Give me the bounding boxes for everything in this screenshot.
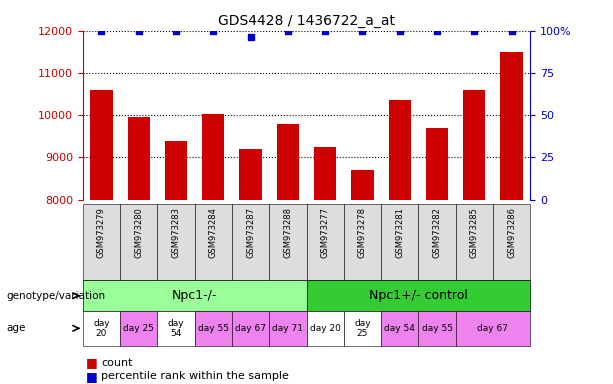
Text: day 67: day 67 <box>478 324 508 333</box>
Text: GSM973285: GSM973285 <box>470 207 479 258</box>
Point <box>171 28 181 34</box>
FancyBboxPatch shape <box>344 204 381 280</box>
Text: day 55: day 55 <box>198 324 229 333</box>
Point <box>432 28 442 34</box>
FancyBboxPatch shape <box>306 280 530 311</box>
Text: GSM973286: GSM973286 <box>507 207 516 258</box>
Text: day
25: day 25 <box>354 319 371 338</box>
FancyBboxPatch shape <box>306 204 344 280</box>
Point <box>507 28 517 34</box>
Point <box>470 28 479 34</box>
FancyBboxPatch shape <box>455 311 530 346</box>
FancyBboxPatch shape <box>269 311 306 346</box>
FancyBboxPatch shape <box>381 204 418 280</box>
FancyBboxPatch shape <box>418 311 455 346</box>
Text: ■: ■ <box>86 356 97 369</box>
Bar <box>351 170 374 200</box>
Text: GSM973284: GSM973284 <box>209 207 218 258</box>
Text: day 54: day 54 <box>384 324 415 333</box>
Bar <box>426 128 448 200</box>
Bar <box>389 101 411 200</box>
FancyBboxPatch shape <box>306 311 344 346</box>
Text: GSM973288: GSM973288 <box>283 207 292 258</box>
FancyBboxPatch shape <box>493 204 530 280</box>
Bar <box>90 90 113 200</box>
FancyBboxPatch shape <box>120 311 158 346</box>
Bar <box>128 118 150 200</box>
Point <box>357 28 367 34</box>
Bar <box>463 90 485 200</box>
Text: count: count <box>101 358 132 368</box>
FancyBboxPatch shape <box>83 204 120 280</box>
FancyBboxPatch shape <box>455 204 493 280</box>
Text: day
20: day 20 <box>93 319 110 338</box>
Text: day 25: day 25 <box>123 324 154 333</box>
Text: percentile rank within the sample: percentile rank within the sample <box>101 371 289 381</box>
Text: GSM973278: GSM973278 <box>358 207 367 258</box>
Text: genotype/variation: genotype/variation <box>6 291 105 301</box>
FancyBboxPatch shape <box>344 311 381 346</box>
FancyBboxPatch shape <box>158 311 195 346</box>
FancyBboxPatch shape <box>269 204 306 280</box>
Point <box>96 28 106 34</box>
FancyBboxPatch shape <box>381 311 418 346</box>
Text: ■: ■ <box>86 370 97 383</box>
Point <box>283 28 293 34</box>
Text: day 67: day 67 <box>235 324 266 333</box>
Bar <box>500 52 523 200</box>
Bar <box>165 141 187 200</box>
Point <box>320 28 330 34</box>
Text: day 71: day 71 <box>272 324 303 333</box>
Text: Npc1+/- control: Npc1+/- control <box>369 289 468 302</box>
Text: GSM973283: GSM973283 <box>172 207 180 258</box>
FancyBboxPatch shape <box>120 204 158 280</box>
FancyBboxPatch shape <box>195 204 232 280</box>
FancyBboxPatch shape <box>418 204 455 280</box>
Text: day 55: day 55 <box>422 324 452 333</box>
FancyBboxPatch shape <box>83 280 306 311</box>
Text: day
54: day 54 <box>168 319 185 338</box>
Text: GSM973287: GSM973287 <box>246 207 255 258</box>
Point <box>246 35 256 41</box>
Bar <box>240 149 262 200</box>
Text: GSM973277: GSM973277 <box>321 207 330 258</box>
Text: GSM973281: GSM973281 <box>395 207 404 258</box>
Point <box>395 28 405 34</box>
Bar <box>276 124 299 200</box>
FancyBboxPatch shape <box>158 204 195 280</box>
FancyBboxPatch shape <box>232 204 269 280</box>
Text: GSM973280: GSM973280 <box>134 207 143 258</box>
Text: Npc1-/-: Npc1-/- <box>172 289 218 302</box>
Point <box>208 28 218 34</box>
Title: GDS4428 / 1436722_a_at: GDS4428 / 1436722_a_at <box>218 14 395 28</box>
Bar <box>202 114 224 200</box>
Text: GSM973282: GSM973282 <box>433 207 441 258</box>
FancyBboxPatch shape <box>195 311 232 346</box>
Point <box>134 28 143 34</box>
Text: day 20: day 20 <box>310 324 341 333</box>
Bar <box>314 147 337 200</box>
FancyBboxPatch shape <box>232 311 269 346</box>
Text: GSM973279: GSM973279 <box>97 207 106 258</box>
Text: age: age <box>6 323 26 333</box>
FancyBboxPatch shape <box>83 311 120 346</box>
